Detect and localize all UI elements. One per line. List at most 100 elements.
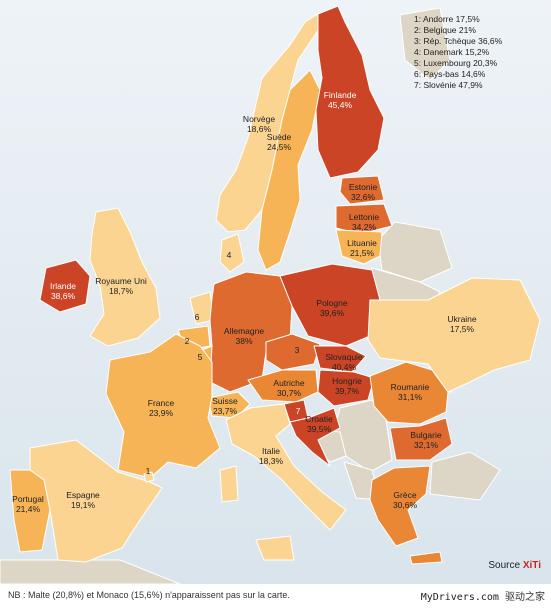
country-value: 38,6% [50, 291, 76, 301]
source-brand: XiTi [522, 560, 541, 571]
label-allemagne: Allemagne 38% [224, 326, 264, 346]
marker-andorre: 1 [145, 466, 151, 476]
label-pologne: Pologne 39,6% [316, 298, 347, 318]
legend-line: 7: Slovénie 47,9% [414, 80, 483, 90]
legend-line: 6: Pays-bas 14,6% [414, 69, 486, 79]
country-value: 24,5% [266, 142, 292, 152]
country-value: 19,1% [70, 500, 96, 510]
source-credit: Source XiTi [488, 560, 541, 571]
source-prefix: Source [488, 560, 523, 571]
country-name: Italie [262, 446, 280, 456]
country-value: 39,5% [306, 424, 332, 434]
label-bulgarie: Bulgarie 32,1% [410, 430, 441, 450]
legend-line: 2: Belgique 21% [414, 25, 476, 35]
marker-rep-tcheque: 3 [294, 345, 300, 355]
country-value: 39,6% [319, 308, 345, 318]
country-shape-bulgarie [389, 417, 453, 461]
label-norvege: Norvège 18,6% [243, 114, 275, 134]
label-italie: Italie 18,3% [259, 446, 283, 466]
label-autriche: Autriche 30,7% [273, 378, 304, 398]
country-value: 23,7% [212, 406, 238, 416]
country-value: 45,4% [327, 100, 353, 110]
country-shape-autriche [247, 369, 319, 403]
country-name: Estonie [348, 182, 378, 192]
country-shape-portugal [9, 469, 51, 553]
label-lituanie: Lituanie 21,5% [347, 238, 377, 258]
label-portugal: Portugal 21,4% [12, 494, 44, 514]
marker-pays-bas: 6 [194, 312, 200, 322]
country-shape-france [105, 333, 221, 479]
label-croatie: Croatie 39,5% [305, 414, 332, 434]
country-shape-andorre [143, 471, 155, 483]
country-shape-croatie [289, 407, 341, 467]
land-no-data-africa [0, 559, 181, 584]
land-no-data-russia-north [399, 7, 451, 81]
country-shape-lettonie [335, 203, 393, 235]
legend-line: 3: Rép. Tchèque 36,6% [414, 36, 503, 46]
country-name: Ukraine [447, 314, 477, 324]
country-name: Allemagne [223, 326, 265, 336]
country-value: 18,7% [108, 286, 134, 296]
country-shape-slovaquie [313, 345, 367, 373]
land-no-data-turkey [429, 451, 501, 501]
europe-map: Finlande 45,4% Norvège 18,6% Suède 24,5%… [0, 0, 551, 584]
label-slovaquie: Slovaquie 40,4% [325, 352, 362, 372]
country-name: Pologne [316, 298, 348, 308]
country-value: 17,5% [449, 324, 475, 334]
country-name: Royaume Uni [95, 276, 147, 286]
label-irlande: Irlande 38,6% [50, 281, 76, 301]
country-shape-lituanie [335, 229, 383, 265]
label-espagne: Espagne 19,1% [66, 490, 100, 510]
label-suede: Suède 24,5% [267, 132, 292, 152]
country-shape-finlande [315, 5, 385, 179]
country-name: Slovaquie [325, 352, 363, 362]
country-name: Espagne [66, 490, 100, 500]
country-name: Norvège [242, 114, 276, 124]
marker-danemark: 4 [226, 250, 232, 260]
footnote: NB : Malte (20,8%) et Monaco (15,6%) n'a… [8, 590, 290, 600]
country-shape-italie [219, 403, 347, 561]
country-shape-royaume-uni [89, 207, 161, 347]
country-value: 32,1% [413, 440, 439, 450]
country-value: 30,6% [392, 500, 418, 510]
country-value: 38% [235, 336, 253, 346]
label-roumanie: Roumanie 31,1% [391, 382, 430, 402]
marker-slovenie: 7 [295, 406, 301, 416]
country-name: Roumanie [390, 382, 430, 392]
label-estonie: Estonie 32,6% [349, 182, 377, 202]
label-france: France 23,9% [148, 398, 174, 418]
country-value: 31,1% [397, 392, 423, 402]
watermark: MyDrivers.com 驱动之家 [421, 588, 545, 603]
country-name: Suède [266, 132, 292, 142]
country-value: 39,7% [334, 386, 360, 396]
country-shape-roumanie [369, 361, 449, 425]
country-name: Irlande [50, 281, 76, 291]
country-shape-estonie [339, 175, 385, 205]
label-hongrie: Hongrie 39,7% [332, 376, 362, 396]
label-royaume-uni: Royaume Uni 18,7% [95, 276, 147, 296]
marker-belgique: 2 [184, 336, 190, 346]
country-shape-irlande [39, 259, 91, 313]
legend-line: 5: Luxembourg 20,3% [414, 58, 498, 68]
country-shape-rep-tcheque [265, 333, 321, 371]
country-value: 18,3% [258, 456, 284, 466]
country-name: Portugal [12, 494, 44, 504]
watermark-cn: 驱动之家 [505, 592, 545, 603]
country-name: Lituanie [347, 238, 377, 248]
country-shape-danemark [219, 233, 245, 273]
country-value: 23,9% [148, 408, 174, 418]
country-name: Hongrie [332, 376, 362, 386]
label-lettonie: Lettonie 34,2% [349, 212, 379, 232]
label-grece: Grèce 30,6% [393, 490, 417, 510]
country-value: 34,2% [351, 222, 377, 232]
map-canvas [0, 5, 541, 584]
watermark-latin: MyDrivers.com [420, 592, 499, 603]
country-name: Suisse [212, 396, 238, 406]
country-value: 40,4% [331, 362, 357, 372]
country-name: Lettonie [348, 212, 380, 222]
country-value: 32,6% [350, 192, 376, 202]
country-name: Croatie [305, 414, 333, 424]
country-shape-grece [369, 465, 443, 565]
legend-line: 4: Danemark 15,2% [414, 47, 490, 57]
label-ukraine: Ukraine 17,5% [447, 314, 476, 334]
